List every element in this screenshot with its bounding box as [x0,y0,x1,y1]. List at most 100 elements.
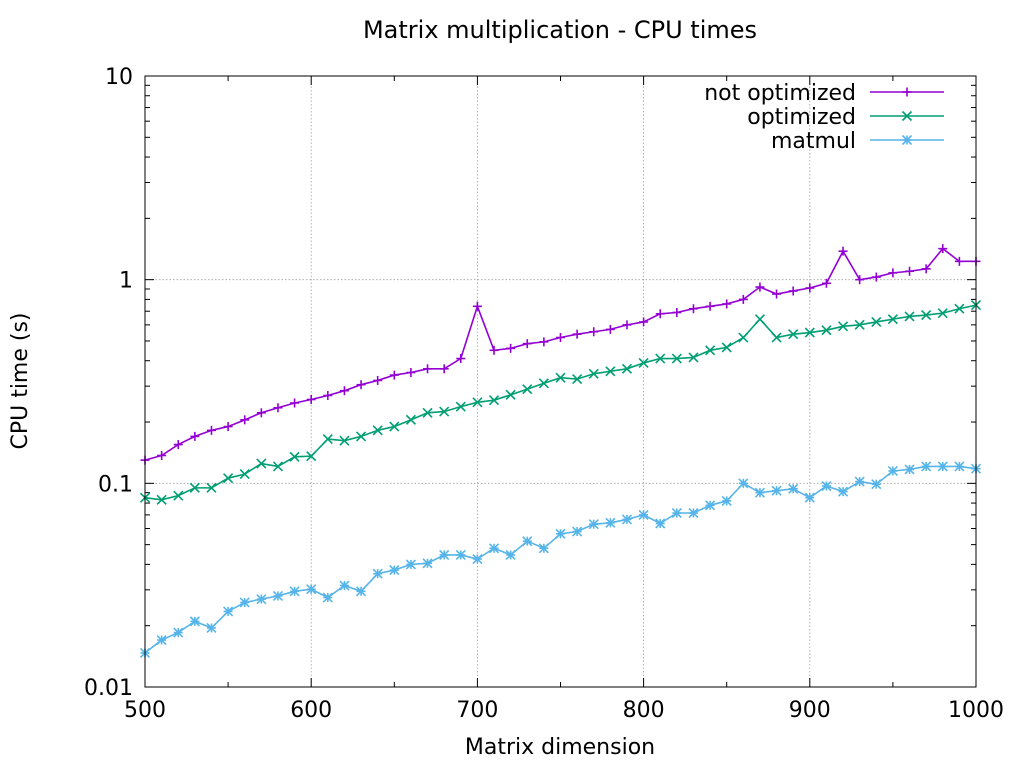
data-point-matmul [256,594,267,605]
data-point-matmul [439,549,450,561]
legend-label-not-optimized: not optimized [704,81,856,106]
data-point-matmul [355,586,367,597]
data-point-not-optimized [339,386,349,396]
data-point-optimized [572,374,583,385]
data-point-optimized [754,314,766,325]
data-point-not-optimized [506,343,516,353]
data-point-not-optimized [672,307,682,317]
data-point-optimized [472,397,483,408]
data-point-not-optimized [356,380,366,390]
data-point-optimized [189,482,200,493]
x-tick-label: 900 [789,698,831,723]
data-point-not-optimized [572,329,582,339]
data-point-not-optimized [489,345,499,355]
data-point-not-optimized [888,268,898,278]
x-tick-label: 700 [456,698,498,723]
data-point-not-optimized [423,364,433,374]
data-point-optimized [389,421,400,432]
data-point-optimized [355,431,367,442]
data-point-not-optimized [705,301,715,311]
data-point-not-optimized [190,431,200,441]
data-point-optimized [655,353,666,364]
data-point-matmul [638,509,649,520]
data-point-not-optimized [223,422,233,432]
data-point-optimized [605,366,616,377]
data-point-not-optimized [273,403,283,413]
data-point-matmul [621,514,633,525]
data-point-optimized [771,332,782,343]
data-point-not-optimized [722,299,732,309]
data-point-not-optimized [688,304,698,314]
y-tick-label: 1 [119,269,133,294]
data-point-optimized [871,316,882,328]
data-point-matmul [173,627,184,638]
x-tick-label: 500 [124,698,166,723]
data-point-matmul [223,606,234,617]
data-point-optimized [688,352,699,363]
data-point-matmul [804,492,815,503]
data-point-matmul [306,584,317,595]
legend-label-optimized: optimized [747,105,856,130]
data-point-optimized [256,458,267,469]
data-point-not-optimized [406,368,416,378]
data-point-optimized [272,461,284,472]
data-point-optimized [422,407,433,418]
data-point-optimized [621,363,633,374]
x-axis-label: Matrix dimension [465,735,655,760]
data-point-not-optimized [290,398,300,408]
data-point-not-optimized [821,278,831,288]
legend-marker-not-optimized [902,87,912,97]
data-point-not-optimized [954,256,964,266]
grid [145,76,976,687]
data-point-optimized [339,435,350,446]
data-point-not-optimized [871,272,881,282]
data-point-matmul [372,568,383,579]
y-tick-label: 0.01 [84,676,133,701]
data-point-matmul [721,495,732,506]
data-point-not-optimized [589,327,599,337]
data-point-optimized [854,319,865,330]
data-point-optimized [439,406,450,417]
data-point-not-optimized [173,440,183,450]
data-point-matmul [871,479,882,490]
data-point-not-optimized [256,408,266,418]
data-point-optimized [937,308,948,319]
data-point-matmul [189,616,200,627]
data-point-optimized [322,433,333,445]
data-point-optimized [223,473,234,484]
data-point-matmul [821,480,832,492]
y-tick-label: 10 [105,65,133,90]
data-point-not-optimized [556,333,565,343]
data-point-matmul [788,483,799,494]
series-line-not-optimized [144,247,976,461]
data-point-matmul [921,461,932,472]
data-point-not-optimized [157,450,167,460]
data-point-not-optimized [655,309,665,319]
series-not-optimized [140,244,981,465]
data-point-optimized [705,345,716,356]
data-point-matmul [322,592,333,603]
data-point-matmul [272,590,284,601]
data-point-optimized [738,332,749,343]
y-tick-label: 0.1 [98,472,133,497]
data-point-optimized [671,353,682,364]
data-point-matmul [505,549,516,561]
data-point-not-optimized [306,395,316,405]
data-point-matmul [671,507,682,519]
data-point-matmul [954,461,965,472]
data-point-optimized [156,494,167,505]
data-point-matmul [588,519,599,530]
data-point-optimized [638,357,649,369]
data-point-not-optimized [755,282,765,292]
data-point-optimized [954,303,965,314]
data-point-matmul [488,543,500,554]
plot-frame [144,75,977,688]
data-point-optimized [721,342,732,353]
data-point-not-optimized [772,289,782,299]
data-point-optimized [522,384,533,395]
data-point-not-optimized [456,354,466,364]
data-point-optimized [455,401,466,412]
data-point-matmul [854,476,865,487]
